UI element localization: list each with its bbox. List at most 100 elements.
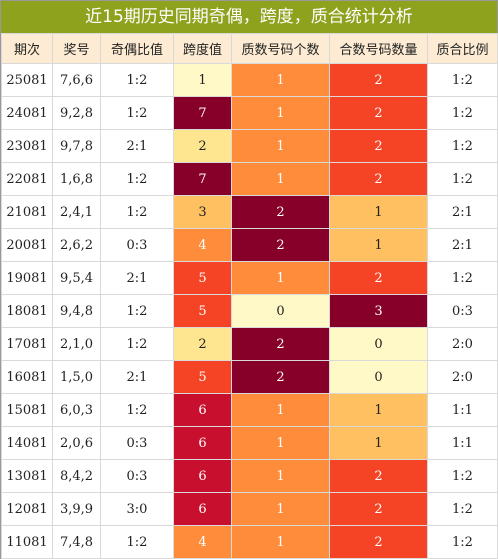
cell-prime-composite: 2:1: [427, 228, 498, 262]
cell-prime-composite: 0:3: [427, 294, 498, 328]
cell-numbers: 2,0,6: [52, 426, 101, 460]
cell-odd-even: 1:2: [100, 96, 174, 130]
cell-prime-count: 1: [231, 492, 330, 526]
cell-prime-count: 1: [231, 459, 330, 493]
cell-span: 2: [173, 129, 232, 163]
cell-span: 5: [173, 360, 232, 394]
header-composite-count: 合数号码数量: [329, 33, 428, 64]
cell-composite-count: 1: [329, 393, 428, 427]
table-body: 25081 7,6,6 1:2 1 1 2 1:2 24081 9,2,8 1:2 7 1 2 1:2 23…: [1, 63, 498, 559]
cell-odd-even: 1:2: [100, 63, 174, 97]
cell-numbers: 9,5,4: [52, 261, 101, 295]
cell-composite-count: 1: [329, 195, 428, 229]
cell-composite-count: 2: [329, 162, 428, 196]
header-period: 期次: [1, 33, 53, 64]
cell-numbers: 9,4,8: [52, 294, 101, 328]
cell-span: 4: [173, 228, 232, 262]
cell-period: 16081: [1, 360, 53, 394]
cell-numbers: 8,4,2: [52, 459, 101, 493]
cell-span: 2: [173, 327, 232, 361]
cell-prime-count: 0: [231, 294, 330, 328]
cell-prime-composite: 2:0: [427, 327, 498, 361]
cell-span: 4: [173, 525, 232, 559]
cell-composite-count: 2: [329, 492, 428, 526]
cell-composite-count: 1: [329, 228, 428, 262]
cell-prime-composite: 1:2: [427, 492, 498, 526]
cell-span: 3: [173, 195, 232, 229]
cell-odd-even: 0:3: [100, 459, 174, 493]
cell-prime-count: 2: [231, 195, 330, 229]
cell-odd-even: 1:2: [100, 327, 174, 361]
table-row: 18081 9,4,8 1:2 5 0 3 0:3: [1, 294, 498, 328]
cell-prime-count: 1: [231, 96, 330, 130]
cell-period: 11081: [1, 525, 53, 559]
cell-odd-even: 3:0: [100, 492, 174, 526]
cell-period: 12081: [1, 492, 53, 526]
cell-period: 14081: [1, 426, 53, 460]
table-row: 12081 3,9,9 3:0 6 1 2 1:2: [1, 492, 498, 526]
cell-prime-composite: 1:2: [427, 96, 498, 130]
cell-numbers: 2,1,0: [52, 327, 101, 361]
cell-span: 6: [173, 426, 232, 460]
cell-numbers: 2,6,2: [52, 228, 101, 262]
cell-composite-count: 2: [329, 261, 428, 295]
cell-period: 18081: [1, 294, 53, 328]
cell-prime-composite: 1:1: [427, 393, 498, 427]
cell-period: 24081: [1, 96, 53, 130]
cell-prime-composite: 1:2: [427, 525, 498, 559]
cell-odd-even: 1:2: [100, 294, 174, 328]
table-row: 19081 9,5,4 2:1 5 1 2 1:2: [1, 261, 498, 295]
cell-period: 13081: [1, 459, 53, 493]
cell-period: 25081: [1, 63, 53, 97]
cell-period: 22081: [1, 162, 53, 196]
cell-odd-even: 2:1: [100, 261, 174, 295]
cell-span: 1: [173, 63, 232, 97]
cell-odd-even: 0:3: [100, 228, 174, 262]
cell-span: 6: [173, 459, 232, 493]
cell-odd-even: 1:2: [100, 525, 174, 559]
table-row: 21081 2,4,1 1:2 3 2 1 2:1: [1, 195, 498, 229]
cell-numbers: 7,4,8: [52, 525, 101, 559]
table-row: 22081 1,6,8 1:2 7 1 2 1:2: [1, 162, 498, 196]
table-row: 14081 2,0,6 0:3 6 1 1 1:1: [1, 426, 498, 460]
cell-period: 20081: [1, 228, 53, 262]
cell-composite-count: 2: [329, 96, 428, 130]
cell-period: 21081: [1, 195, 53, 229]
table-row: 25081 7,6,6 1:2 1 1 2 1:2: [1, 63, 498, 97]
cell-span: 7: [173, 162, 232, 196]
table-row: 24081 9,2,8 1:2 7 1 2 1:2: [1, 96, 498, 130]
cell-numbers: 7,6,6: [52, 63, 101, 97]
cell-odd-even: 1:2: [100, 162, 174, 196]
cell-prime-count: 1: [231, 162, 330, 196]
cell-prime-composite: 2:0: [427, 360, 498, 394]
cell-composite-count: 0: [329, 327, 428, 361]
cell-odd-even: 0:3: [100, 426, 174, 460]
cell-prime-count: 1: [231, 63, 330, 97]
cell-odd-even: 2:1: [100, 360, 174, 394]
table-row: 13081 8,4,2 0:3 6 1 2 1:2: [1, 459, 498, 493]
cell-numbers: 2,4,1: [52, 195, 101, 229]
cell-composite-count: 0: [329, 360, 428, 394]
cell-numbers: 9,7,8: [52, 129, 101, 163]
cell-prime-count: 1: [231, 129, 330, 163]
cell-numbers: 3,9,9: [52, 492, 101, 526]
table-row: 23081 9,7,8 2:1 2 1 2 1:2: [1, 129, 498, 163]
header-prime-count: 质数号码个数: [231, 33, 330, 64]
cell-period: 17081: [1, 327, 53, 361]
table-row: 16081 1,5,0 2:1 5 2 0 2:0: [1, 360, 498, 394]
cell-numbers: 6,0,3: [52, 393, 101, 427]
cell-composite-count: 1: [329, 426, 428, 460]
cell-prime-count: 1: [231, 261, 330, 295]
cell-numbers: 1,6,8: [52, 162, 101, 196]
cell-period: 19081: [1, 261, 53, 295]
cell-span: 7: [173, 96, 232, 130]
cell-span: 6: [173, 393, 232, 427]
cell-prime-composite: 2:1: [427, 195, 498, 229]
cell-composite-count: 2: [329, 63, 428, 97]
cell-prime-count: 1: [231, 393, 330, 427]
cell-odd-even: 1:2: [100, 393, 174, 427]
cell-prime-count: 2: [231, 327, 330, 361]
stats-table: 期次 奖号 奇偶比值 跨度值 质数号码个数 合数号码数量 质合比例 25081 7…: [1, 33, 498, 559]
table-row: 15081 6,0,3 1:2 6 1 1 1:1: [1, 393, 498, 427]
